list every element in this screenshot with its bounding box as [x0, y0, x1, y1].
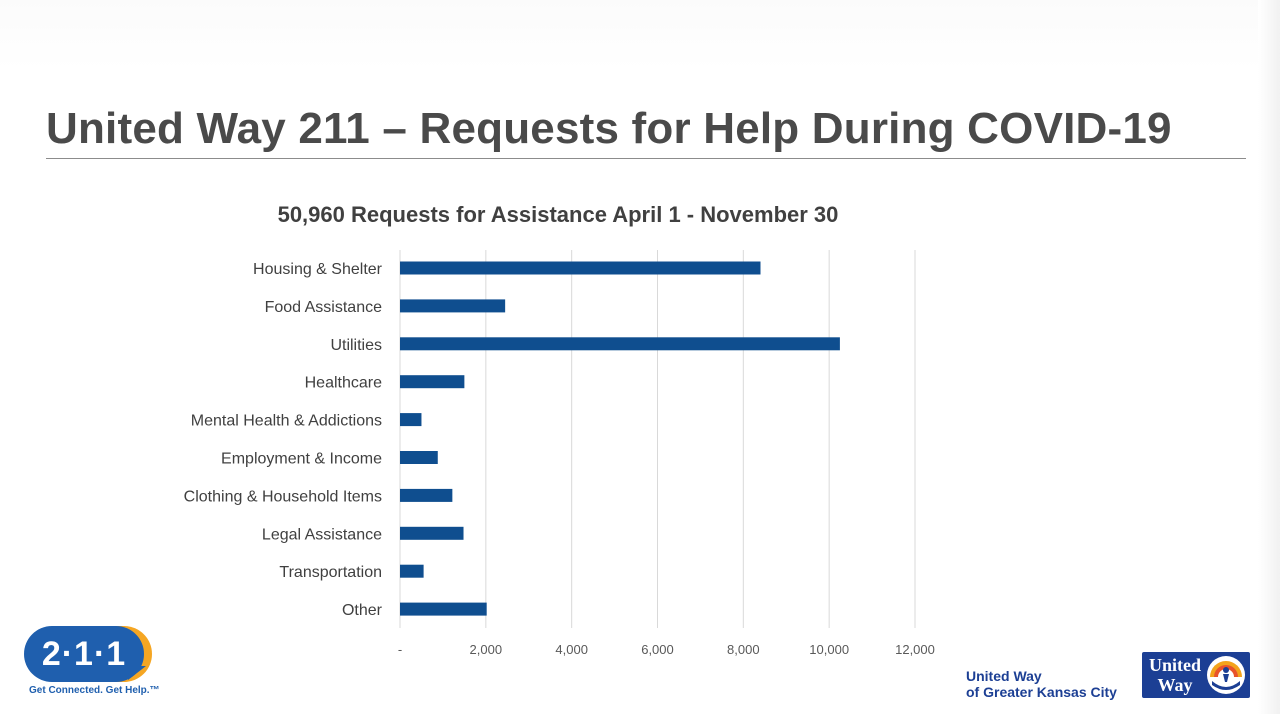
edge-shade	[1258, 0, 1280, 714]
logo-211: 2·1·1 Get Connected. Get Help.™	[24, 626, 164, 702]
logo-211-tagline: Get Connected. Get Help.™	[29, 685, 160, 696]
bar	[400, 488, 453, 502]
category-label: Housing & Shelter	[253, 261, 383, 278]
united-way-line2: of Greater Kansas City	[966, 684, 1117, 700]
x-tick-label: 6,000	[641, 642, 674, 657]
header-shade	[0, 0, 1280, 70]
x-tick-label: -	[398, 642, 402, 657]
chart-title: 50,960 Requests for Assistance April 1 -…	[277, 202, 839, 227]
slide-title: United Way 211 – Requests for Help Durin…	[46, 104, 1172, 153]
bar	[400, 564, 424, 578]
bar	[400, 413, 422, 427]
category-label: Legal Assistance	[262, 526, 382, 543]
category-label: Mental Health & Addictions	[191, 413, 382, 430]
bar	[400, 451, 438, 464]
logo-211-mark: 2·1·1	[24, 626, 144, 682]
united-way-wordmark: United Way of Greater Kansas City	[966, 668, 1117, 700]
x-tick-label: 10,000	[809, 642, 849, 657]
category-label: Transportation	[279, 564, 382, 581]
x-tick-label: 12,000	[895, 642, 935, 657]
x-tick-label: 4,000	[555, 642, 588, 657]
bar	[400, 337, 840, 351]
bar	[400, 299, 506, 313]
logo-211-tail	[128, 666, 146, 680]
category-label: Other	[342, 602, 383, 619]
bar	[400, 261, 761, 275]
category-label: Employment & Income	[221, 451, 382, 468]
united-way-line1: United Way	[966, 668, 1042, 684]
category-label: Healthcare	[305, 375, 382, 392]
bar	[400, 375, 465, 389]
category-label: Food Assistance	[265, 299, 383, 316]
united-way-logo: United Way	[1142, 652, 1250, 698]
helping-hand-icon	[1207, 656, 1245, 694]
united-way-logo-text: United Way	[1148, 655, 1201, 695]
x-tick-label: 2,000	[470, 642, 503, 657]
category-label: Clothing & Household Items	[184, 488, 382, 505]
bar	[400, 526, 464, 540]
category-label: Utilities	[330, 337, 382, 354]
x-tick-label: 8,000	[727, 642, 760, 657]
bar	[400, 602, 487, 616]
title-divider	[46, 158, 1246, 159]
